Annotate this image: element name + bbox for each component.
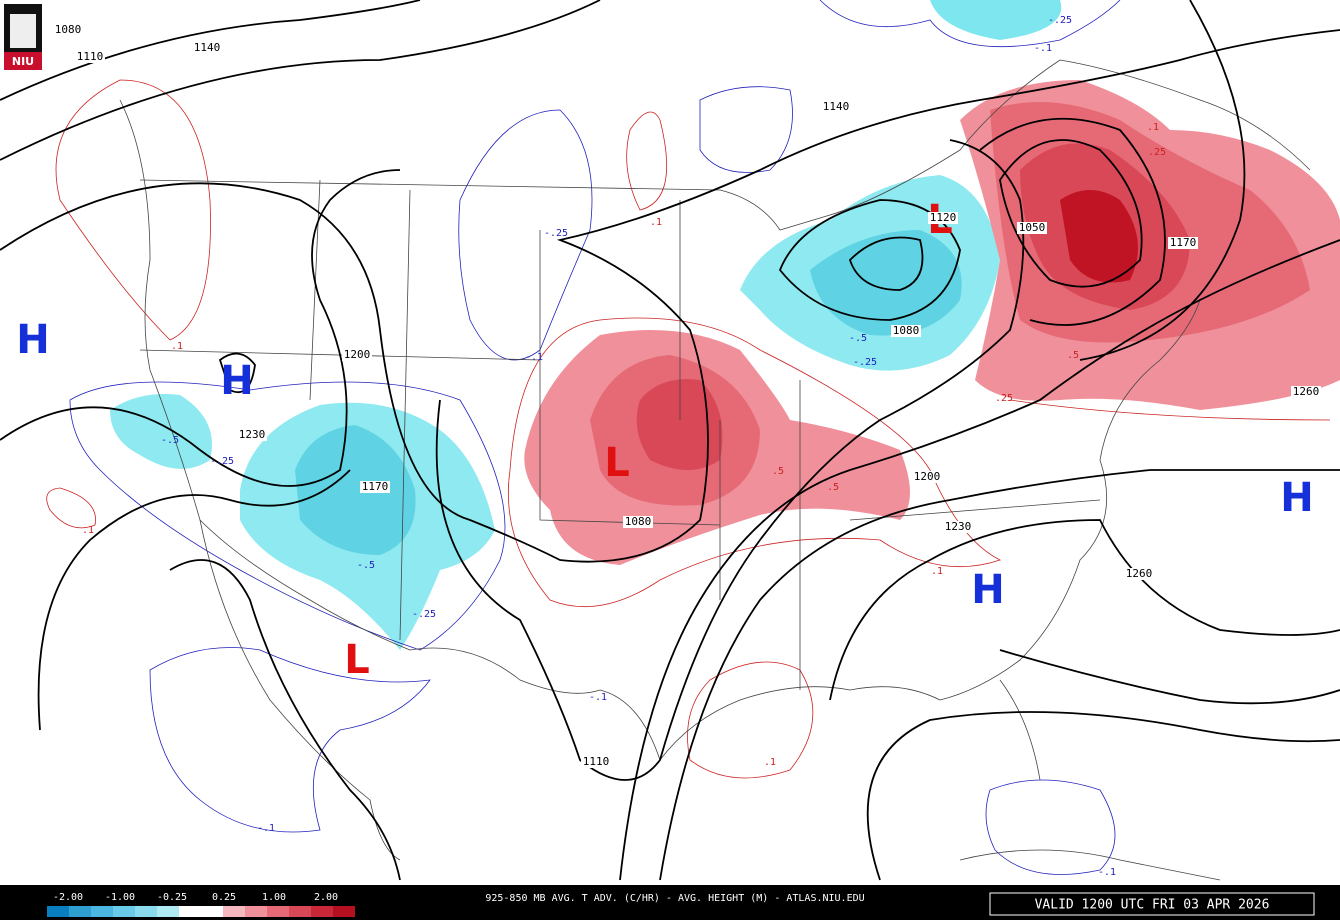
label-bg xyxy=(1291,386,1321,398)
advection-label: .1 xyxy=(764,757,776,768)
label-bg xyxy=(821,101,851,113)
label-bg xyxy=(360,481,390,493)
height-label: 1200 xyxy=(344,348,371,361)
advection-label: -.25 xyxy=(1048,15,1072,26)
advection-label: -.5 xyxy=(357,560,375,571)
legend-label: 2.00 xyxy=(314,892,338,903)
valid-box xyxy=(989,892,1315,916)
label-bg xyxy=(1168,237,1198,249)
label-bg xyxy=(1017,222,1047,234)
label-bg xyxy=(943,521,973,533)
advection-label: .1 xyxy=(650,217,662,228)
height-label: 1230 xyxy=(945,520,972,533)
label-bg xyxy=(237,429,267,441)
legend-label: -0.25 xyxy=(157,892,187,903)
advection-label: -.5 xyxy=(849,333,867,344)
advection-label: -.5 xyxy=(161,435,179,446)
advection-label: .1 xyxy=(171,341,183,352)
advection-label: -.1 xyxy=(525,352,543,363)
legend-swatch xyxy=(289,906,311,917)
pressure-center: L xyxy=(344,637,370,683)
advection-label: .5 xyxy=(827,482,839,493)
height-label: 1110 xyxy=(77,50,104,63)
legend-swatch xyxy=(333,906,355,917)
advection-contours xyxy=(46,0,1331,875)
label-bg xyxy=(928,212,958,224)
height-label: 1140 xyxy=(823,100,850,113)
label-bg xyxy=(891,325,921,337)
legend-swatch xyxy=(201,906,223,917)
advection-label: .1 xyxy=(931,566,943,577)
legend-swatch xyxy=(69,906,91,917)
height-label: 1200 xyxy=(914,470,941,483)
pressure-center: L xyxy=(604,440,630,486)
legend-swatch xyxy=(223,906,245,917)
height-label: 1080 xyxy=(55,23,82,36)
height-label: 1230 xyxy=(239,428,266,441)
pressure-center: H xyxy=(16,317,49,363)
advection-label: -.25 xyxy=(210,456,234,467)
advection-label: -.1 xyxy=(589,692,607,703)
advection-label: .1 xyxy=(1147,122,1159,133)
label-bg xyxy=(53,24,83,36)
legend-swatch xyxy=(91,906,113,917)
legend-label: 1.00 xyxy=(262,892,286,903)
label-bg xyxy=(192,42,222,54)
legend-swatch xyxy=(157,906,179,917)
height-label: 1110 xyxy=(583,755,610,768)
logo-text: NIU xyxy=(12,55,34,68)
label-bg xyxy=(342,349,372,361)
pressure-center: H xyxy=(1280,475,1313,521)
advection-label: .5 xyxy=(772,466,784,477)
height-label: 1080 xyxy=(893,324,920,337)
labels: HHLLLHH108011101140114012001230117010801… xyxy=(16,15,1321,878)
legend-swatch xyxy=(311,906,333,917)
advection-label: -.1 xyxy=(1034,43,1052,54)
legend-swatch xyxy=(179,906,201,917)
legend-swatch xyxy=(47,906,69,917)
warm-advection xyxy=(524,80,1340,565)
advection-label: .25 xyxy=(1148,147,1166,158)
label-bg xyxy=(912,471,942,483)
height-label: 1140 xyxy=(194,41,221,54)
advection-label: .1 xyxy=(82,525,94,536)
legend-label: 0.25 xyxy=(212,892,236,903)
pressure-center: H xyxy=(220,358,253,404)
legend-label: -2.00 xyxy=(53,892,83,903)
logo: NIU xyxy=(4,4,42,70)
valid-time: VALID 1200 UTC FRI 03 APR 2026 xyxy=(1035,898,1270,913)
legend: -2.00 -1.00 -0.25 0.25 1.00 2.00 xyxy=(47,892,355,917)
height-contours xyxy=(0,0,1340,881)
height-label: 1170 xyxy=(362,480,389,493)
legend-label: -1.00 xyxy=(105,892,135,903)
advection-label: -.25 xyxy=(412,609,436,620)
footer-title: 925-850 MB AVG. T ADV. (C/HR) - AVG. HEI… xyxy=(485,893,864,904)
legend-swatch xyxy=(135,906,157,917)
advection-label: -.25 xyxy=(544,228,568,239)
label-bg xyxy=(581,756,611,768)
height-label: 1080 xyxy=(625,515,652,528)
advection-label: -.1 xyxy=(1098,867,1116,878)
label-bg xyxy=(75,51,105,63)
height-label: 1260 xyxy=(1126,567,1153,580)
height-label: 1050 xyxy=(1019,221,1046,234)
height-label: 1170 xyxy=(1170,236,1197,249)
legend-swatch xyxy=(245,906,267,917)
height-label: 1120 xyxy=(930,211,957,224)
legend-swatch xyxy=(267,906,289,917)
label-bg xyxy=(623,516,653,528)
advection-label: -.1 xyxy=(257,823,275,834)
advection-label: .5 xyxy=(1067,350,1079,361)
label-bg xyxy=(1124,568,1154,580)
advection-label: .25 xyxy=(995,393,1013,404)
legend-swatch xyxy=(113,906,135,917)
pressure-center: H xyxy=(971,567,1004,613)
height-label: 1260 xyxy=(1293,385,1320,398)
advection-label: -.25 xyxy=(853,357,877,368)
